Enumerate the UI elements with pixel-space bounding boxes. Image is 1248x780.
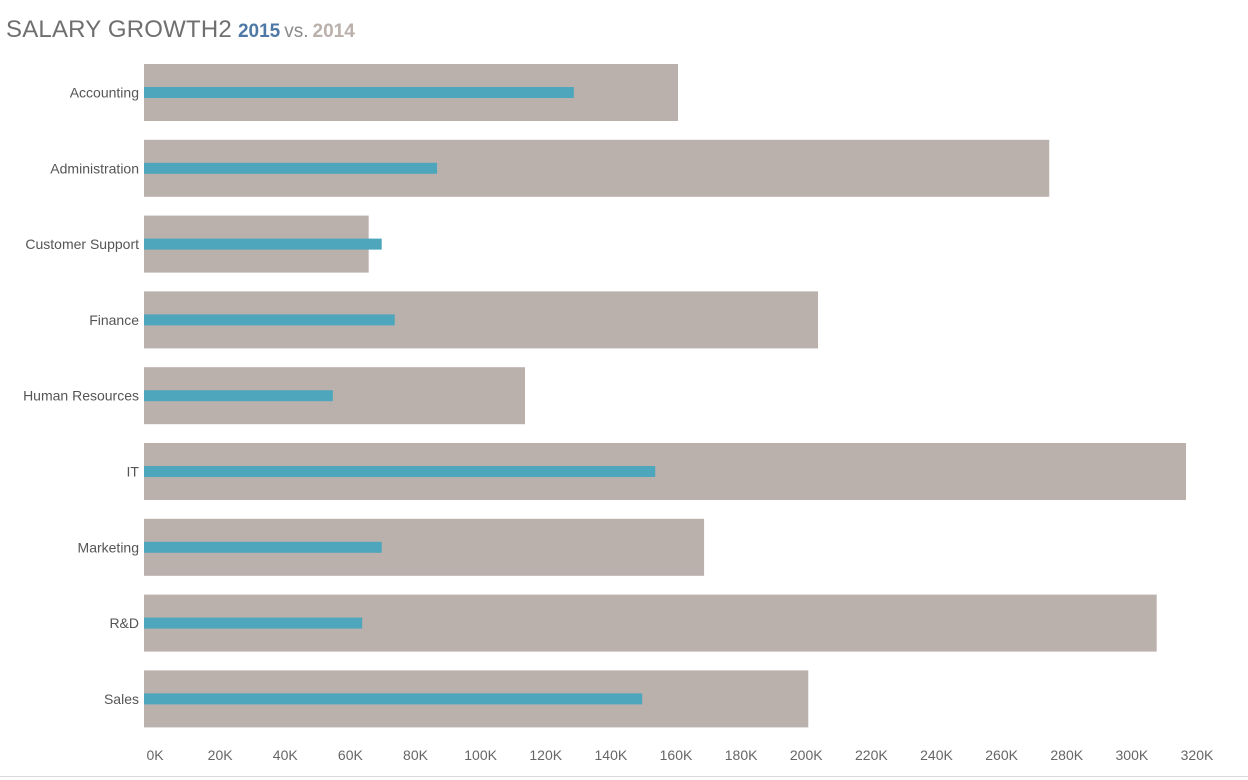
category-label-finance: Finance: [89, 312, 139, 328]
category-label-it: IT: [127, 464, 140, 480]
x-tick-label: 240K: [920, 747, 953, 763]
x-tick-label: 320K: [1181, 747, 1214, 763]
category-label-accounting: Accounting: [70, 85, 139, 101]
x-tick-label: 180K: [725, 747, 758, 763]
bar-2015-administration: [144, 162, 438, 174]
bar-2015-finance: [144, 314, 395, 326]
x-tick-label: 160K: [660, 747, 693, 763]
x-tick-label: 60K: [338, 747, 364, 763]
bar-2015-sales: [144, 693, 643, 705]
x-tick-label: 100K: [464, 747, 497, 763]
category-label-human-resources: Human Resources: [23, 388, 139, 404]
x-tick-label: 140K: [595, 747, 628, 763]
category-label-administration: Administration: [50, 160, 139, 176]
category-label-customer-support: Customer Support: [25, 236, 139, 252]
title-vs: vs.: [284, 21, 309, 42]
bar-2015-customer-support: [144, 238, 382, 250]
category-label-sales: Sales: [104, 691, 139, 707]
series-2015-bars: [144, 87, 656, 705]
bar-2015-marketing: [144, 541, 382, 553]
category-label-marketing: Marketing: [78, 539, 139, 555]
x-tick-label: 300K: [1116, 747, 1149, 763]
x-tick-label: 260K: [985, 747, 1018, 763]
title-previous-year: 2014: [312, 21, 355, 42]
x-tick-label: 220K: [855, 747, 888, 763]
bar-2015-human-resources: [144, 390, 333, 402]
bar-2015-accounting: [144, 87, 574, 98]
category-axis: Accounting Administration Customer Support…: [23, 85, 139, 707]
title-main: SALARY GROWTH2: [6, 16, 232, 43]
bar-2015-it: [144, 466, 656, 477]
x-tick-label: 0K: [146, 747, 164, 763]
x-tick-label: 280K: [1050, 747, 1083, 763]
bar-2015-randd: [144, 617, 363, 629]
chart-title: SALARY GROWTH2 2015 vs. 2014: [6, 14, 355, 46]
x-tick-label: 20K: [208, 747, 234, 763]
x-tick-label: 200K: [790, 747, 823, 763]
x-axis: 0K 20K 40K 60K 80K 100K 120K 140K 160K 180K 200K 22…: [0, 747, 1248, 777]
category-label-randd: R&D: [109, 615, 139, 631]
title-current-year: 2015: [237, 21, 281, 42]
x-tick-label: 120K: [529, 747, 562, 763]
x-tick-label: 40K: [273, 747, 299, 763]
x-tick-label: 80K: [403, 747, 429, 763]
